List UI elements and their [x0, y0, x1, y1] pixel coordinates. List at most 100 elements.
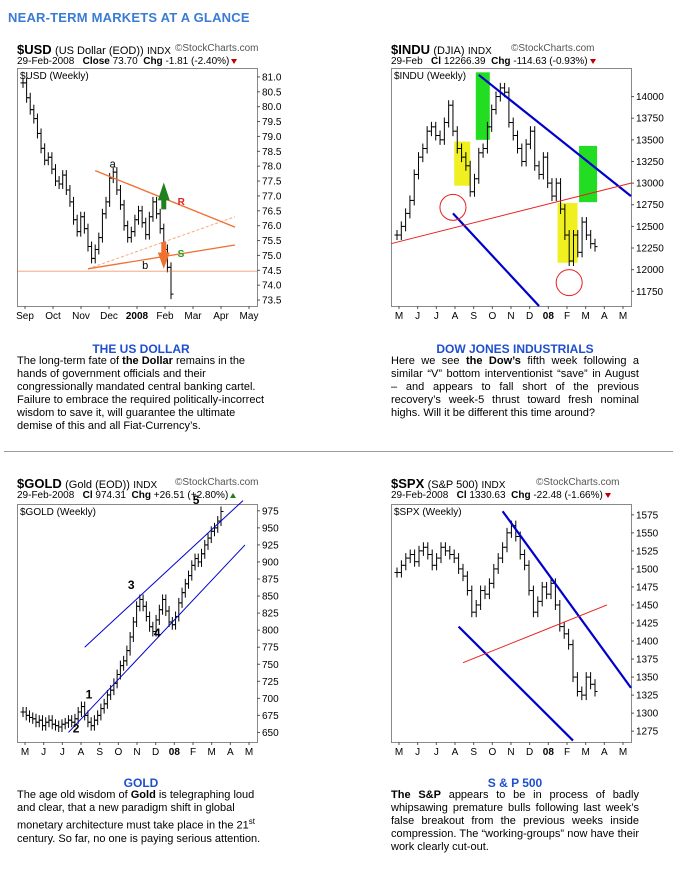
y-tick-label: 77.5: [262, 177, 282, 188]
y-tick-label: 775: [262, 643, 279, 654]
y-tick-label: 1475: [636, 582, 659, 593]
chart-symbol: $INDU: [391, 42, 431, 57]
price-label: Close: [82, 56, 110, 67]
chart-caption: S & P 500: [487, 776, 543, 790]
y-tick-label: 12750: [636, 200, 664, 211]
channel-upper-line: [84, 500, 244, 648]
x-tick-label: M: [581, 311, 589, 322]
chart-source: ©StockCharts.com: [175, 43, 259, 54]
chart-quote: 29-Feb Cl 12266.39 Chg -114.63 (-0.93%): [391, 56, 596, 67]
y-tick-label: 78.5: [262, 147, 282, 158]
bold-text: Gold: [130, 789, 156, 801]
chart-quote: 29-Feb-2008 Cl 1330.63 Chg -22.48 (-1.66…: [391, 490, 611, 501]
chart-exchange: INDX: [467, 46, 492, 57]
y-tick-label: 12000: [636, 265, 664, 276]
y-tick-label: 1550: [636, 528, 659, 539]
x-tick-label: N: [507, 747, 514, 758]
chart-quote: 29-Feb-2008 Cl 974.31 Chg +26.51 (+2.80%…: [17, 490, 237, 501]
price-label: Cl: [456, 490, 467, 501]
y-tick-label: 11750: [636, 287, 664, 298]
x-tick-label: F: [564, 747, 570, 758]
x-tick-label: Apr: [213, 311, 229, 322]
y-tick-label: 1425: [636, 619, 659, 630]
y-tick-label: 13000: [636, 179, 664, 190]
y-tick-label: 77.0: [262, 191, 282, 202]
y-tick-label: 14000: [636, 92, 664, 103]
chart-caption: THE US DOLLAR: [92, 342, 190, 356]
chart-date: 29-Feb-2008: [17, 490, 75, 501]
y-tick-label: 79.0: [262, 132, 282, 143]
chart-header: $USD (US Dollar (EOD)) INDX: [17, 42, 171, 57]
x-tick-label: J: [434, 311, 439, 322]
y-tick-label: 1375: [636, 655, 659, 666]
price-value: 73.70: [112, 56, 138, 67]
y-tick-label: 1350: [636, 673, 659, 684]
y-tick-label: 1275: [636, 727, 659, 738]
x-tick-label: M: [245, 747, 253, 758]
chart-svg: 975 950 925 900 875 850 825 800 775 750 725 700 675 6…: [17, 493, 279, 758]
yellow-highlight-box: [454, 141, 471, 186]
chart-inner-label: $INDU (Weekly): [394, 71, 466, 82]
y-tick-label: 750: [262, 660, 279, 671]
x-tick-label: O: [488, 311, 496, 322]
chart-description: (S&P 500): [427, 479, 479, 491]
change-label: Chg: [511, 490, 531, 501]
x-tick-label: J: [415, 747, 420, 758]
price-value: 12266.39: [443, 56, 486, 67]
x-tick-label: M: [395, 747, 403, 758]
x-tick-label: S: [96, 747, 103, 758]
body-text: is telegraphing loud and clear, that a n…: [17, 789, 255, 832]
annotation-label: R: [178, 197, 186, 208]
y-tick-label: 1500: [636, 564, 659, 575]
plot-frame: [391, 504, 632, 743]
y-tick-label: 850: [262, 592, 279, 603]
chart-commentary: The age old wisdom of Gold is telegraphi…: [17, 789, 265, 846]
chart-header: $INDU (DJIA) INDX: [391, 42, 492, 57]
x-tick-label: J: [60, 747, 65, 758]
x-tick-label: M: [395, 311, 403, 322]
x-tick-label: Feb: [156, 311, 174, 322]
down-arrow-icon: [589, 58, 596, 64]
chart-exchange: INDX: [147, 46, 171, 57]
x-tick-label: D: [152, 747, 159, 758]
x-tick-label: Nov: [72, 311, 90, 322]
chart-description: (US Dollar (EOD)): [55, 45, 144, 57]
wave-label: 4: [154, 626, 161, 640]
chart-exchange: INDX: [481, 480, 506, 491]
channel-lower-line: [457, 625, 574, 742]
up-arrow-icon: [230, 492, 237, 498]
x-tick-label: May: [240, 311, 259, 322]
y-tick-label: 80.5: [262, 87, 282, 98]
y-tick-label: 13500: [636, 135, 664, 146]
red-circle: [439, 193, 467, 221]
plot-frame: [17, 504, 258, 743]
gold-panel: $GOLD (Gold (EOD)) INDX ©StockCharts.com…: [17, 476, 279, 866]
x-tick-label: O: [114, 747, 122, 758]
chart-caption: GOLD: [123, 776, 159, 790]
annotation-label: a: [110, 159, 117, 171]
chart-commentary: Here we see the Dow’s fifth week followi…: [391, 355, 639, 420]
y-tick-label: 825: [262, 609, 279, 620]
body-text: remains in the hands of government offic…: [17, 355, 264, 432]
y-tick-label: 800: [262, 626, 279, 637]
y-tick-label: 80.0: [262, 102, 282, 113]
x-tick-label: D: [526, 747, 533, 758]
x-tick-label: Sep: [16, 311, 34, 322]
bold-text: The S&P: [391, 789, 441, 801]
red-trend-line: [462, 604, 608, 664]
x-tick-label: 2008: [126, 311, 149, 322]
chart-symbol: $SPX: [391, 476, 425, 491]
body-text: appears to be in process of badly whipsa…: [391, 789, 639, 853]
chart-symbol: $USD: [17, 42, 52, 57]
x-tick-label: A: [227, 747, 234, 758]
body-text: The long-term fate of: [17, 355, 123, 367]
x-tick-label: S: [470, 311, 477, 322]
y-tick-label: 950: [262, 523, 279, 534]
yellow-highlight-box: [557, 203, 578, 263]
y-tick-label: 75.0: [262, 251, 282, 262]
green-highlight-box: [475, 72, 490, 140]
y-tick-label: 76.0: [262, 221, 282, 232]
chart-source: ©StockCharts.com: [511, 43, 595, 54]
chart-svg: 81.0 80.5 80.0 79.5 79.0 78.5 78.0 77.5 77.0 76.5…: [16, 68, 282, 322]
